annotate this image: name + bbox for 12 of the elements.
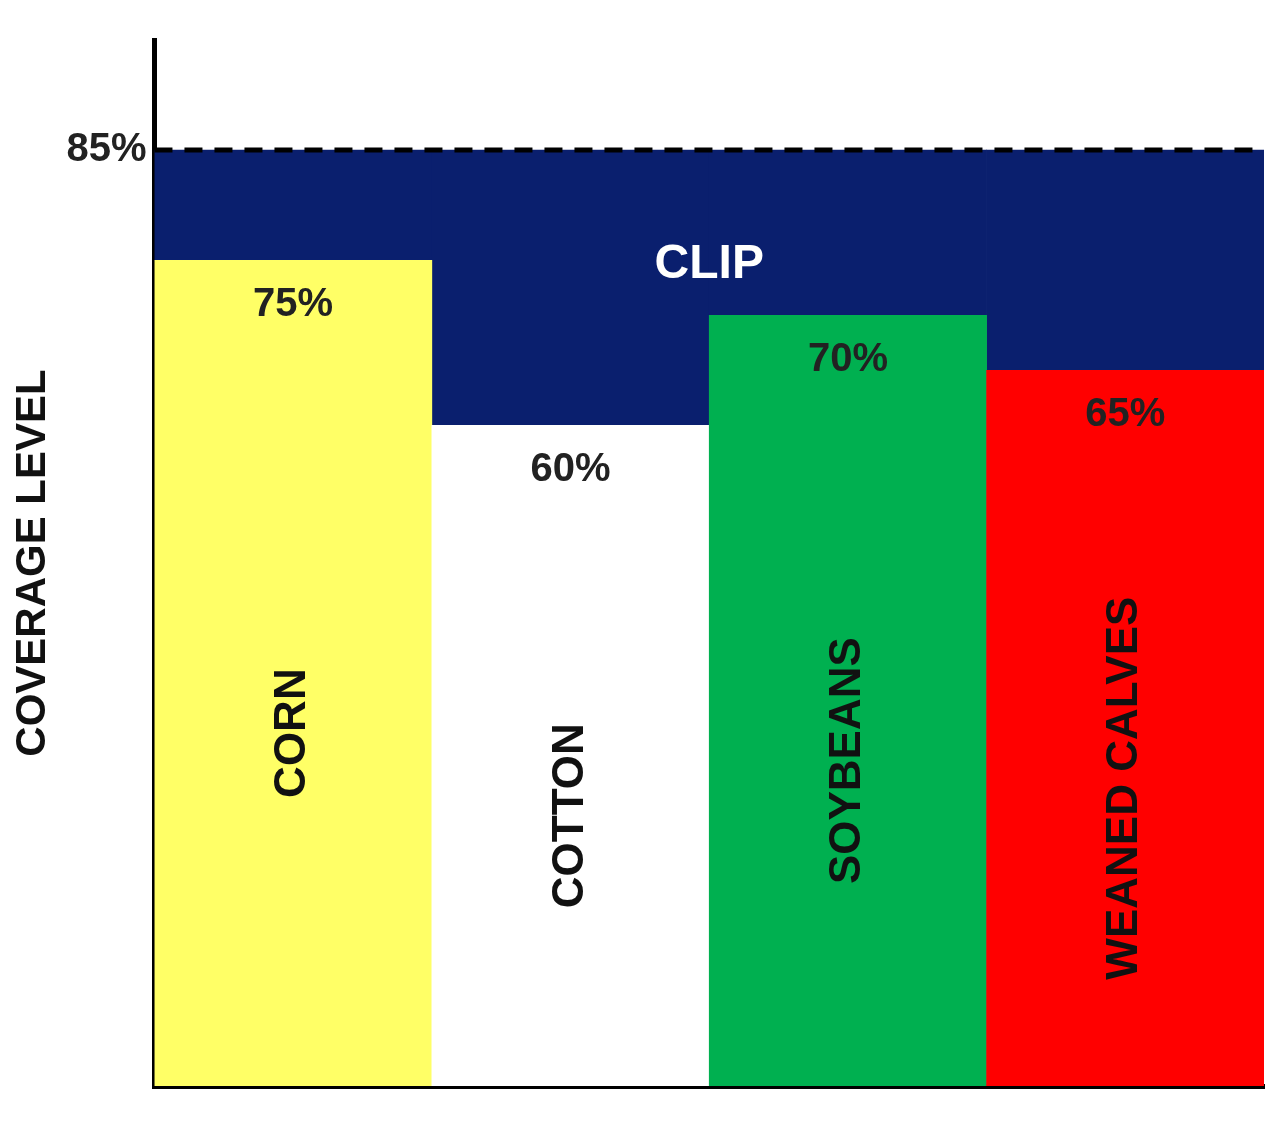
x-tick-label: WEANED CALVES [1097, 596, 1147, 980]
x-tick-label: CORN [265, 668, 315, 798]
y-axis-title: COVERAGE LEVEL [6, 369, 54, 757]
data-label: 75% [253, 280, 334, 325]
data-label: 60% [530, 445, 611, 490]
series-label: CLIP [654, 235, 764, 289]
x-tick-label: COTTON [542, 723, 592, 909]
x-tick-label: SOYBEANS [820, 637, 870, 885]
data-label: 65% [1085, 390, 1166, 435]
bar [986, 369, 1264, 1086]
data-label: 70% [807, 335, 888, 380]
y-tick-label: 85% [66, 125, 147, 170]
